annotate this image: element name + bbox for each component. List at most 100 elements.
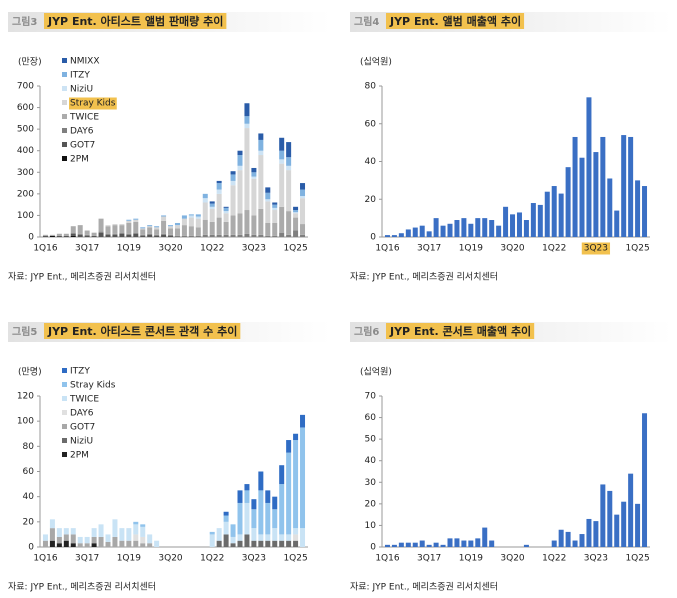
x-tick-label: 1Q25 xyxy=(625,554,649,564)
bar xyxy=(154,226,160,228)
legend-swatch xyxy=(62,58,67,63)
bar xyxy=(105,225,111,227)
x-tick-label: 3Q20 xyxy=(158,554,183,564)
bar xyxy=(251,167,257,173)
bar xyxy=(126,540,132,547)
legend-label: DAY6 xyxy=(70,127,94,137)
bar xyxy=(161,216,167,221)
bar xyxy=(551,540,557,547)
legend-label: DAY6 xyxy=(70,409,94,419)
y-tick-label: 60 xyxy=(365,119,377,129)
bar xyxy=(279,540,285,547)
bar xyxy=(405,229,411,237)
bar xyxy=(49,235,55,237)
bar xyxy=(433,542,439,547)
bar xyxy=(551,186,557,237)
bar xyxy=(279,232,285,237)
x-tick-label: 1Q19 xyxy=(117,244,142,254)
bar xyxy=(412,542,418,547)
bar xyxy=(565,167,571,237)
bar xyxy=(202,193,208,199)
bar xyxy=(70,232,76,234)
bar xyxy=(614,210,620,237)
bar xyxy=(265,192,271,200)
bar xyxy=(161,234,167,237)
bar xyxy=(384,544,390,547)
bar xyxy=(237,165,243,171)
bar xyxy=(230,536,236,544)
bar xyxy=(147,543,153,547)
bar xyxy=(244,123,250,129)
bar xyxy=(112,233,118,235)
bar xyxy=(209,201,215,204)
legend-label: TWICE xyxy=(69,113,99,123)
bar xyxy=(63,233,69,236)
bar xyxy=(230,215,236,235)
bar xyxy=(133,524,139,535)
bar xyxy=(168,234,174,236)
figure-label: 그림6 xyxy=(354,326,379,338)
bar xyxy=(272,540,278,547)
bar xyxy=(572,540,578,547)
bar xyxy=(293,528,299,535)
x-tick-label: 3Q20 xyxy=(158,244,183,254)
bar xyxy=(523,544,529,547)
bar xyxy=(216,193,222,218)
bar xyxy=(56,233,62,236)
bar xyxy=(112,225,118,234)
bar xyxy=(105,234,111,237)
bar xyxy=(461,540,467,547)
y-tick-label: 120 xyxy=(17,392,34,402)
y-tick-label: 60 xyxy=(23,467,35,477)
bar xyxy=(244,490,250,503)
bar xyxy=(140,228,146,230)
bar xyxy=(133,521,139,525)
bar xyxy=(251,234,257,237)
legend-swatch xyxy=(62,142,67,147)
bar xyxy=(181,215,187,219)
bar xyxy=(140,524,146,527)
bar xyxy=(181,225,187,236)
bar xyxy=(195,227,201,236)
x-tick-label: 3Q23 xyxy=(242,554,266,564)
legend-label: GOT7 xyxy=(70,423,95,433)
bar xyxy=(440,225,446,237)
bar xyxy=(293,212,299,214)
bar xyxy=(440,544,446,547)
bar xyxy=(293,540,299,547)
bar xyxy=(265,235,271,237)
y-tick-label: 50 xyxy=(365,435,377,445)
bar xyxy=(628,473,634,547)
bar xyxy=(433,218,439,237)
bar xyxy=(279,206,285,233)
legend-swatch xyxy=(62,100,67,105)
bar xyxy=(293,433,299,441)
bar xyxy=(258,534,264,541)
bar xyxy=(42,534,48,541)
bar xyxy=(98,524,104,537)
bar xyxy=(614,514,620,547)
y-axis-label: (십억원) xyxy=(360,366,392,378)
highlight xyxy=(386,13,525,29)
bar xyxy=(230,180,236,186)
bar xyxy=(279,150,285,160)
bar xyxy=(510,214,516,237)
y-tick-label: 20 xyxy=(23,517,35,527)
bar xyxy=(209,206,215,209)
bar xyxy=(265,490,271,503)
bar xyxy=(300,189,306,197)
bar xyxy=(126,233,132,235)
x-tick-label: 1Q16 xyxy=(33,554,58,564)
y-tick-label: 20 xyxy=(365,195,377,205)
bar xyxy=(265,201,271,223)
x-tick-label: 3Q20 xyxy=(500,554,525,564)
y-tick-label: 20 xyxy=(365,499,377,509)
bar xyxy=(84,235,90,237)
bar xyxy=(56,536,62,544)
legend-label: NiziU xyxy=(70,85,93,95)
bar xyxy=(544,191,550,237)
bar xyxy=(628,136,634,237)
bar xyxy=(140,227,146,229)
bar xyxy=(293,440,299,529)
legend-label: Stray Kids xyxy=(70,381,116,391)
